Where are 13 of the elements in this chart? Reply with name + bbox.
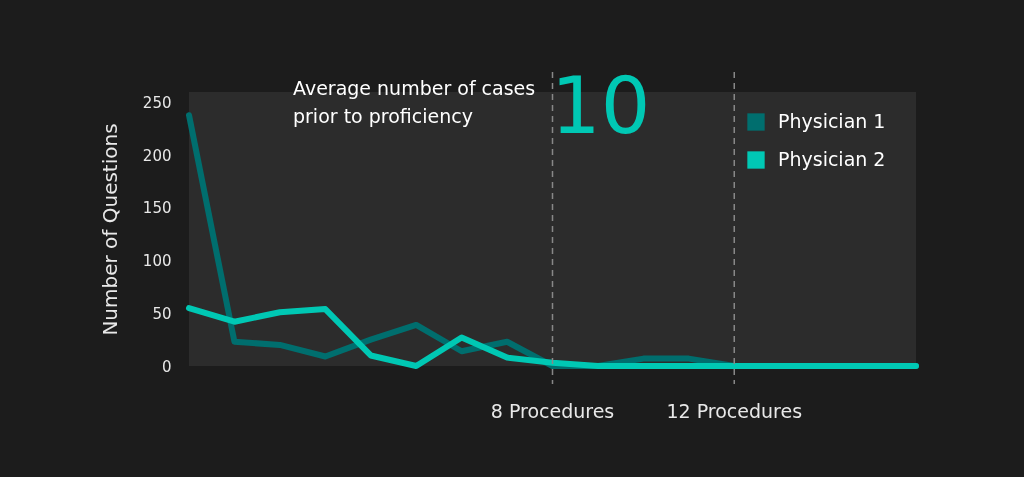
annotation: Average number of cases prior to proficiency bbox=[293, 77, 536, 127]
annotation: 10 bbox=[551, 61, 651, 151]
legend-label: Physician 1 bbox=[778, 110, 886, 132]
y-tick-label: 150 bbox=[142, 199, 172, 218]
y-tick-label: 250 bbox=[142, 94, 172, 113]
y-tick-label: 0 bbox=[161, 357, 172, 376]
y-tick-label: 100 bbox=[142, 252, 172, 271]
ref-line-label: 8 Procedures bbox=[490, 400, 615, 422]
ref-line-label: 12 Procedures bbox=[666, 400, 803, 422]
y-axis-title: Number of Questions bbox=[97, 123, 122, 336]
legend-label: Physician 2 bbox=[778, 148, 886, 170]
y-tick-label: 50 bbox=[152, 304, 172, 323]
y-tick-label: 200 bbox=[142, 146, 172, 165]
